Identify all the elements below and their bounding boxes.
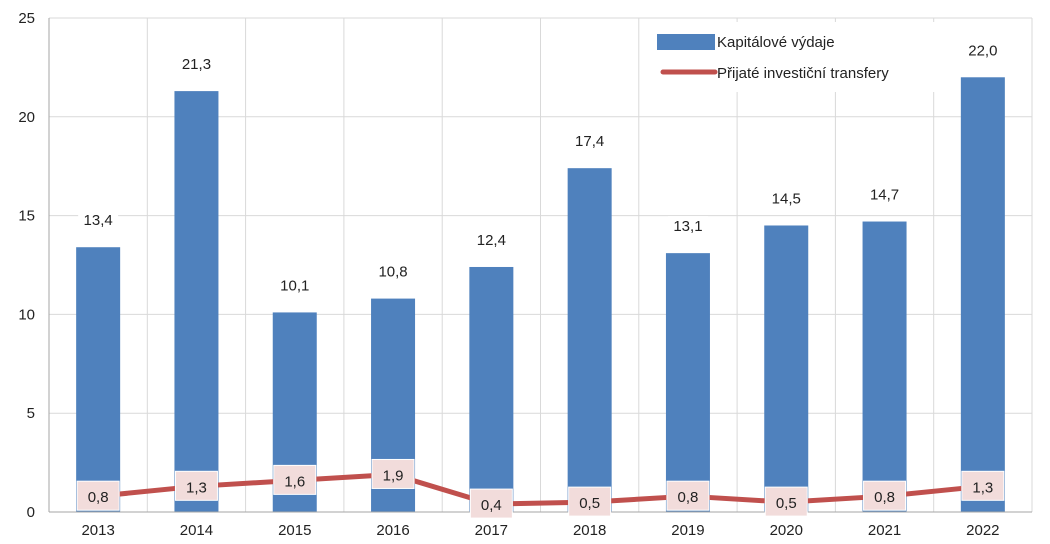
bar-label-background <box>569 131 610 152</box>
bar <box>567 168 612 512</box>
line-value-label: 0,8 <box>678 489 699 506</box>
bar-value-label: 10,8 <box>378 264 407 281</box>
bar-label-background <box>78 210 119 231</box>
x-tick-label: 2018 <box>573 522 606 539</box>
bar <box>665 253 710 513</box>
bar-value-label: 13,4 <box>84 212 113 229</box>
line-label-background <box>568 486 612 517</box>
bar-value-label: 14,5 <box>772 190 801 207</box>
legend-label-line: Přijaté investiční transfery <box>717 65 889 82</box>
line-label-background <box>764 486 808 517</box>
line-value-label: 0,8 <box>874 489 895 506</box>
line-value-label: 0,8 <box>88 489 109 506</box>
bar-value-label: 14,7 <box>870 187 899 204</box>
data-labels: 13,4 21,3 10,1 10,8 12,4 17,4 13,1 14,5 14,7 22,0… <box>76 40 1005 519</box>
bar-label-background <box>766 188 807 209</box>
bar <box>174 91 219 512</box>
line-value-label: 1,3 <box>186 479 207 496</box>
x-tick-label: 2013 <box>81 522 114 539</box>
y-tick-label: 0 <box>27 504 35 521</box>
legend-swatch-bar <box>657 34 715 50</box>
line-path <box>95 471 986 507</box>
x-tick-label: 2016 <box>376 522 409 539</box>
line-value-label: 0,4 <box>481 497 502 514</box>
line-value-label: 1,6 <box>284 473 305 490</box>
x-tick-label: 2021 <box>868 522 901 539</box>
line-label-background <box>76 480 120 511</box>
y-tick-label: 5 <box>27 405 35 422</box>
line-value-label: 0,5 <box>579 495 600 512</box>
bar <box>76 247 121 512</box>
bar <box>960 77 1005 512</box>
y-tick-label: 25 <box>18 10 35 27</box>
bar-value-label: 22,0 <box>968 42 997 59</box>
line-label-background <box>371 458 415 489</box>
bar-label-background <box>471 229 512 250</box>
x-tick-label: 2017 <box>475 522 508 539</box>
legend: Kapitálové výdaje Přijaté investiční tran… <box>649 22 949 92</box>
x-tick-label: 2015 <box>278 522 311 539</box>
bar-value-label: 12,4 <box>477 232 506 249</box>
x-tick-label: 2020 <box>770 522 803 539</box>
bar-value-label: 17,4 <box>575 133 604 150</box>
line-label-background <box>273 464 317 495</box>
bar-label-background <box>864 184 905 205</box>
x-tick-label: 2014 <box>180 522 213 539</box>
bar-label-background <box>274 275 315 296</box>
axes: 0 5 10 15 20 25 2013 2014 2015 2016 2017 2018 2019 20… <box>18 10 1032 539</box>
line-series <box>95 471 986 507</box>
bar-value-label: 10,1 <box>280 277 309 294</box>
bar-value-label: 21,3 <box>182 56 211 73</box>
bar-value-label: 13,1 <box>673 218 702 235</box>
bar-label-background <box>176 54 217 75</box>
line-value-label: 1,9 <box>383 467 404 484</box>
x-tick-label: 2019 <box>671 522 704 539</box>
bar <box>862 221 907 512</box>
line-value-label: 1,3 <box>972 479 993 496</box>
x-tick-label: 2022 <box>966 522 999 539</box>
bar <box>764 225 809 513</box>
line-label-background <box>863 480 907 511</box>
bar-label-background <box>962 40 1003 61</box>
bar-label-background <box>667 216 708 237</box>
line-label-background <box>174 470 218 501</box>
y-tick-label: 15 <box>18 208 35 225</box>
bar-label-background <box>373 261 414 282</box>
legend-label-bar: Kapitálové výdaje <box>717 34 835 51</box>
y-tick-label: 20 <box>18 109 35 126</box>
line-label-background <box>961 470 1005 501</box>
line-label-background <box>666 480 710 511</box>
bar <box>469 266 514 512</box>
legend-background <box>649 22 949 92</box>
line-value-label: 0,5 <box>776 495 797 512</box>
line-label-background <box>469 488 513 519</box>
y-tick-label: 10 <box>18 306 35 323</box>
